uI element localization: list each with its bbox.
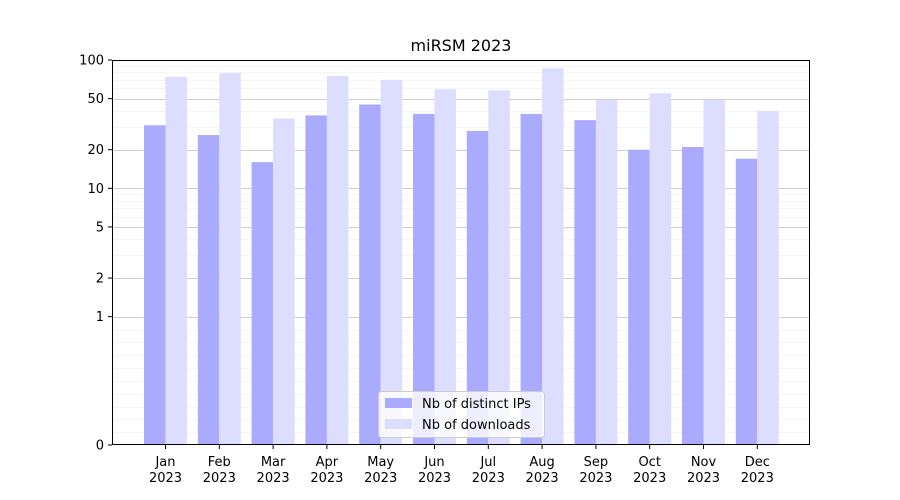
legend: Nb of distinct IPs Nb of downloads — [378, 391, 545, 438]
legend-label-downloads: Nb of downloads — [422, 418, 531, 433]
bar-downloads-6 — [488, 90, 510, 446]
bar-ips-2 — [251, 162, 274, 445]
plot-frame — [112, 60, 810, 445]
x-tick-label-6: Jul 2023 — [472, 455, 505, 486]
legend-box — [378, 391, 545, 438]
bar-ips-8 — [574, 120, 596, 445]
bar-ips-3 — [305, 115, 327, 445]
bar-ips-0 — [144, 125, 166, 445]
bar-downloads-5 — [434, 89, 456, 445]
bar-downloads-9 — [649, 93, 672, 445]
bar-downloads-3 — [326, 76, 349, 445]
chart-title: miRSM 2023 — [411, 36, 512, 55]
bar-ips-7 — [520, 113, 543, 446]
y-tick-label-0: 0 — [96, 439, 104, 454]
x-tick-label-8: Sep 2023 — [579, 455, 612, 486]
y-tick-label-3: 5 — [96, 220, 104, 235]
x-tick-label-11: Dec 2023 — [741, 455, 774, 486]
y-tick-label-1: 1 — [96, 310, 104, 325]
bars — [144, 68, 779, 446]
bar-ips-11 — [735, 158, 758, 445]
x-tick-label-2: Mar 2023 — [257, 455, 290, 486]
x-tick-label-0: Jan 2023 — [149, 455, 182, 486]
x-axis: Jan 2023 Feb 2023 Mar 2023 Apr 2023 May 2023 Jun 20… — [149, 445, 774, 486]
bar-ips-6 — [466, 130, 489, 445]
bar-downloads-2 — [273, 118, 295, 445]
y-tick-label-5: 20 — [87, 143, 104, 158]
legend-swatch-ips — [385, 398, 412, 408]
legend-label-ips: Nb of distinct IPs — [422, 397, 531, 412]
y-tick-label-6: 50 — [87, 92, 104, 107]
y-tick-label-2: 2 — [96, 272, 104, 287]
x-tick-label-9: Oct 2023 — [633, 455, 666, 486]
x-tick-label-7: Aug 2023 — [526, 455, 559, 486]
bar-downloads-7 — [542, 68, 564, 445]
bar-ips-9 — [628, 149, 650, 445]
x-tick-label-4: May 2023 — [364, 455, 397, 486]
x-tick-label-5: Jun 2023 — [418, 455, 451, 486]
bar-downloads-8 — [595, 99, 618, 445]
x-tick-label-3: Apr 2023 — [310, 455, 343, 486]
bar-downloads-10 — [703, 99, 725, 445]
bar-ips-1 — [197, 135, 220, 445]
x-tick-label-1: Feb 2023 — [203, 455, 236, 486]
bar-downloads-11 — [757, 111, 779, 445]
bar-downloads-4 — [380, 79, 403, 445]
bar-ips-10 — [682, 146, 704, 446]
x-tick-label-10: Nov 2023 — [687, 455, 720, 486]
y-axis: 0 1 2 5 10 20 50 100 — [79, 54, 112, 454]
legend-swatch-downloads — [385, 419, 412, 429]
bar-ips-4 — [359, 104, 381, 445]
y-tick-label-4: 10 — [87, 182, 104, 197]
bar-downloads-0 — [165, 76, 187, 445]
bar-downloads-1 — [219, 73, 241, 445]
y-tick-label-7: 100 — [79, 54, 104, 69]
bar-ips-5 — [413, 113, 435, 446]
